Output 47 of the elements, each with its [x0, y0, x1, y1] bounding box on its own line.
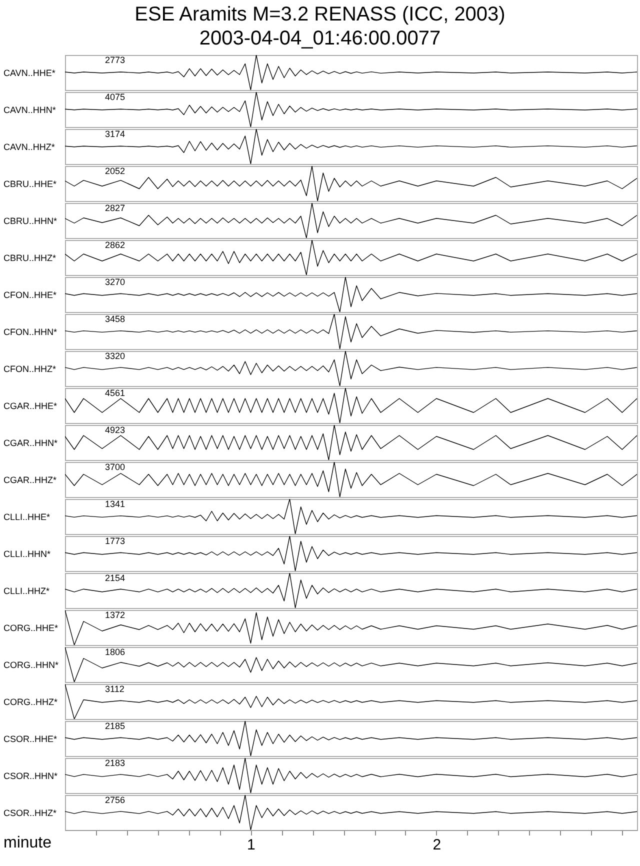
x-axis-title: minute — [4, 834, 52, 852]
annotation: 3320 — [105, 351, 126, 361]
y-axis-title: CAVN..HHN* — [4, 105, 56, 115]
annotation: 3174 — [105, 129, 126, 139]
x-tick-label: 1 — [247, 836, 256, 854]
annotation: 2862 — [105, 240, 126, 250]
y-axis-title: CLLI..HHE* — [4, 512, 51, 522]
y-axis-title: CORG..HHN* — [4, 660, 59, 670]
y-axis-title: CAVN..HHE* — [4, 68, 56, 78]
annotation: 2154 — [105, 573, 126, 583]
annotation: 4075 — [105, 92, 126, 102]
y-axis-title: CSOR..HHZ* — [4, 808, 57, 818]
annotation: 3700 — [105, 462, 126, 472]
annotation: 2052 — [105, 166, 126, 176]
chart-subtitle: 2003-04-04_01:46:00.0077 — [199, 28, 441, 50]
x-tick-label: 2 — [432, 836, 442, 854]
annotation: 3270 — [105, 277, 126, 287]
annotation: 1341 — [105, 499, 126, 509]
y-axis-title: CBRU..HHE* — [4, 179, 58, 189]
annotation: 1806 — [105, 647, 126, 657]
annotation: 2183 — [105, 758, 126, 768]
annotation: 3112 — [105, 684, 124, 694]
y-axis-title: CFON..HHE* — [4, 290, 57, 300]
y-axis-title: CBRU..HHN* — [4, 216, 58, 226]
y-axis-title: CGAR..HHZ* — [4, 475, 57, 485]
y-axis-title: CGAR..HHN* — [4, 438, 58, 448]
annotation: 2185 — [105, 721, 126, 731]
y-axis-title: CLLI..HHZ* — [4, 586, 50, 596]
y-axis-title: CFON..HHN* — [4, 327, 58, 337]
chart-title: ESE Aramits M=3.2 RENASS (ICC, 2003) — [134, 4, 506, 26]
annotation: 2773 — [105, 55, 126, 65]
y-axis-title: CORG..HHZ* — [4, 697, 58, 707]
annotation: 4561 — [105, 388, 126, 398]
y-axis-title: CGAR..HHE* — [4, 401, 58, 411]
y-axis-title: CSOR..HHE* — [4, 734, 58, 744]
annotation: 2827 — [105, 203, 126, 213]
y-axis-title: CFON..HHZ* — [4, 364, 56, 374]
annotation: 1372 — [105, 610, 126, 620]
y-axis-title: CSOR..HHN* — [4, 771, 58, 781]
annotation: 4923 — [105, 425, 126, 435]
y-axis-title: CORG..HHE* — [4, 623, 59, 633]
y-axis-title: CLLI..HHN* — [4, 549, 52, 559]
y-axis-title: CAVN..HHZ* — [4, 142, 56, 152]
annotation: 2756 — [105, 795, 126, 805]
annotation: 1773 — [105, 536, 126, 546]
annotation: 3458 — [105, 314, 126, 324]
y-axis-title: CBRU..HHZ* — [4, 253, 56, 263]
